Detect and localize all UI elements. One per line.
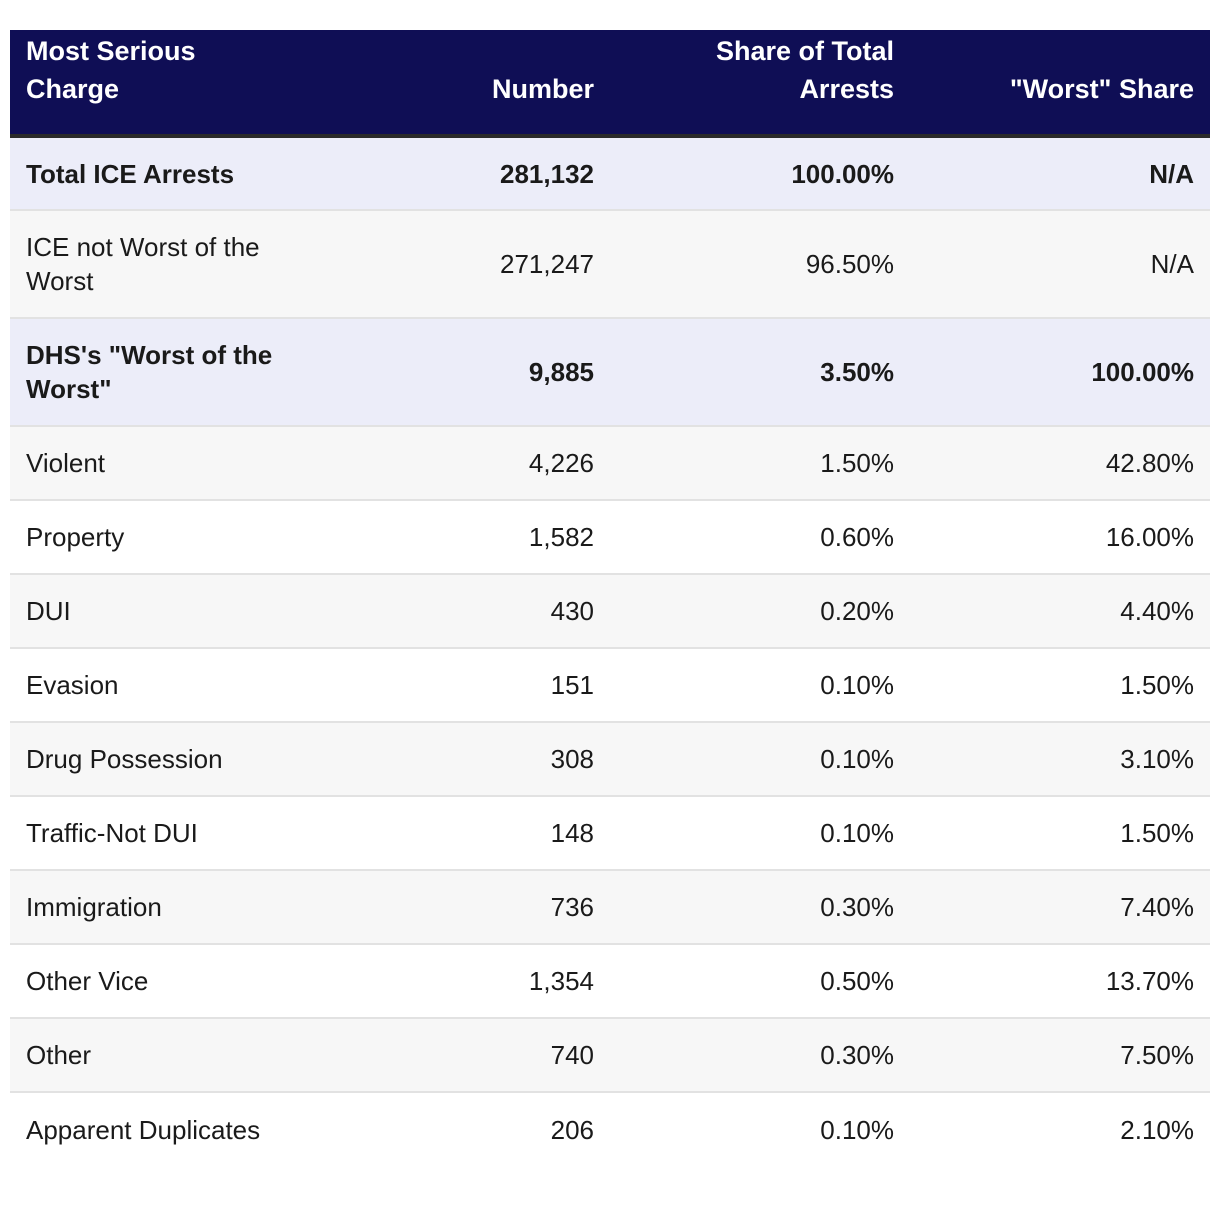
cell-worst-share: 1.50% xyxy=(910,796,1210,871)
cell-number: 148 xyxy=(310,796,610,871)
table-body: Total ICE Arrests 281,132 100.00% N/A ICE no… xyxy=(10,136,1210,1166)
cell-worst-share: 16.00% xyxy=(910,500,1210,575)
table-row: Total ICE Arrests 281,132 100.00% N/A xyxy=(10,136,1210,211)
cell-worst-share: 7.40% xyxy=(910,870,1210,945)
table-row: DUI 430 0.20% 4.40% xyxy=(10,574,1210,649)
table-row: Apparent Duplicates 206 0.10% 2.10% xyxy=(10,1092,1210,1166)
cell-share-total: 0.30% xyxy=(610,1018,910,1093)
arrests-table: Most Serious Charge Number Share of Tota… xyxy=(10,30,1210,1166)
cell-share-total: 0.10% xyxy=(820,1114,894,1145)
cell-number: 206 xyxy=(550,1114,594,1145)
column-header-share-total: Share of Total Arrests xyxy=(715,36,894,104)
table-header: Most Serious Charge Number Share of Tota… xyxy=(10,30,1210,136)
cell-number: 151 xyxy=(310,648,610,723)
data-table-container: Most Serious Charge Number Share of Tota… xyxy=(10,30,1210,1166)
cell-charge: DHS's "Worst of the Worst" xyxy=(10,318,310,427)
table-row: ICE not Worst of the Worst 271,247 96.50% N… xyxy=(10,210,1210,319)
cell-charge: Property xyxy=(10,500,310,575)
cell-number: 9,885 xyxy=(310,318,610,427)
cell-charge: Total ICE Arrests xyxy=(10,136,310,211)
cell-share-total: 0.10% xyxy=(610,722,910,797)
table-row: Evasion 151 0.10% 1.50% xyxy=(10,648,1210,723)
cell-charge: Evasion xyxy=(10,648,310,723)
cell-charge: Other xyxy=(10,1018,310,1093)
cell-share-total: 96.50% xyxy=(610,210,910,319)
cell-share-total: 3.50% xyxy=(610,318,910,427)
cell-worst-share: 4.40% xyxy=(910,574,1210,649)
cell-number: 736 xyxy=(310,870,610,945)
table-row: DHS's "Worst of the Worst" 9,885 3.50% 100.… xyxy=(10,318,1210,427)
cell-share-total: 0.10% xyxy=(610,648,910,723)
cell-number: 1,582 xyxy=(310,500,610,575)
cell-worst-share: N/A xyxy=(910,210,1210,319)
cell-number: 271,247 xyxy=(310,210,610,319)
cell-charge: Drug Possession xyxy=(10,722,310,797)
column-header-worst-share: "Worst" Share xyxy=(1009,74,1194,104)
cell-worst-share: 7.50% xyxy=(910,1018,1210,1093)
cell-worst-share: 2.10% xyxy=(1120,1114,1194,1145)
cell-charge: Violent xyxy=(10,426,310,501)
table-row: Traffic-Not DUI 148 0.10% 1.50% xyxy=(10,796,1210,871)
cell-share-total: 0.20% xyxy=(610,574,910,649)
cell-share-total: 0.50% xyxy=(610,944,910,1019)
cell-charge: Other Vice xyxy=(10,944,310,1019)
cell-charge: Traffic-Not DUI xyxy=(10,796,310,871)
cell-number: 740 xyxy=(310,1018,610,1093)
cell-share-total: 0.30% xyxy=(610,870,910,945)
cell-charge: Apparent Duplicates xyxy=(26,1114,261,1145)
cell-number: 1,354 xyxy=(310,944,610,1019)
cell-charge: Immigration xyxy=(10,870,310,945)
cell-charge: ICE not Worst of the Worst xyxy=(10,210,310,319)
table-row: Immigration 736 0.30% 7.40% xyxy=(10,870,1210,945)
cell-charge: DUI xyxy=(10,574,310,649)
cell-worst-share: 42.80% xyxy=(910,426,1210,501)
cell-number: 308 xyxy=(310,722,610,797)
cell-number: 281,132 xyxy=(310,136,610,211)
cell-worst-share: 1.50% xyxy=(910,648,1210,723)
table-row: Drug Possession 308 0.10% 3.10% xyxy=(10,722,1210,797)
cell-share-total: 1.50% xyxy=(610,426,910,501)
cell-share-total: 0.10% xyxy=(610,796,910,871)
cell-share-total: 0.60% xyxy=(610,500,910,575)
table-row: Other Vice 1,354 0.50% 13.70% xyxy=(10,944,1210,1019)
table-row: Other 740 0.30% 7.50% xyxy=(10,1018,1210,1093)
cell-worst-share: 3.10% xyxy=(910,722,1210,797)
cell-number: 4,226 xyxy=(310,426,610,501)
table-row: Property 1,582 0.60% 16.00% xyxy=(10,500,1210,575)
header-row: Most Serious Charge Number Share of Tota… xyxy=(10,30,1210,136)
table-row: Violent 4,226 1.50% 42.80% xyxy=(10,426,1210,501)
column-header-charge: Most Serious Charge xyxy=(26,36,196,104)
cell-number: 430 xyxy=(310,574,610,649)
cell-worst-share: 100.00% xyxy=(910,318,1210,427)
cell-worst-share: N/A xyxy=(910,136,1210,211)
column-header-number: Number xyxy=(491,74,594,104)
cell-worst-share: 13.70% xyxy=(910,944,1210,1019)
cell-share-total: 100.00% xyxy=(610,136,910,211)
